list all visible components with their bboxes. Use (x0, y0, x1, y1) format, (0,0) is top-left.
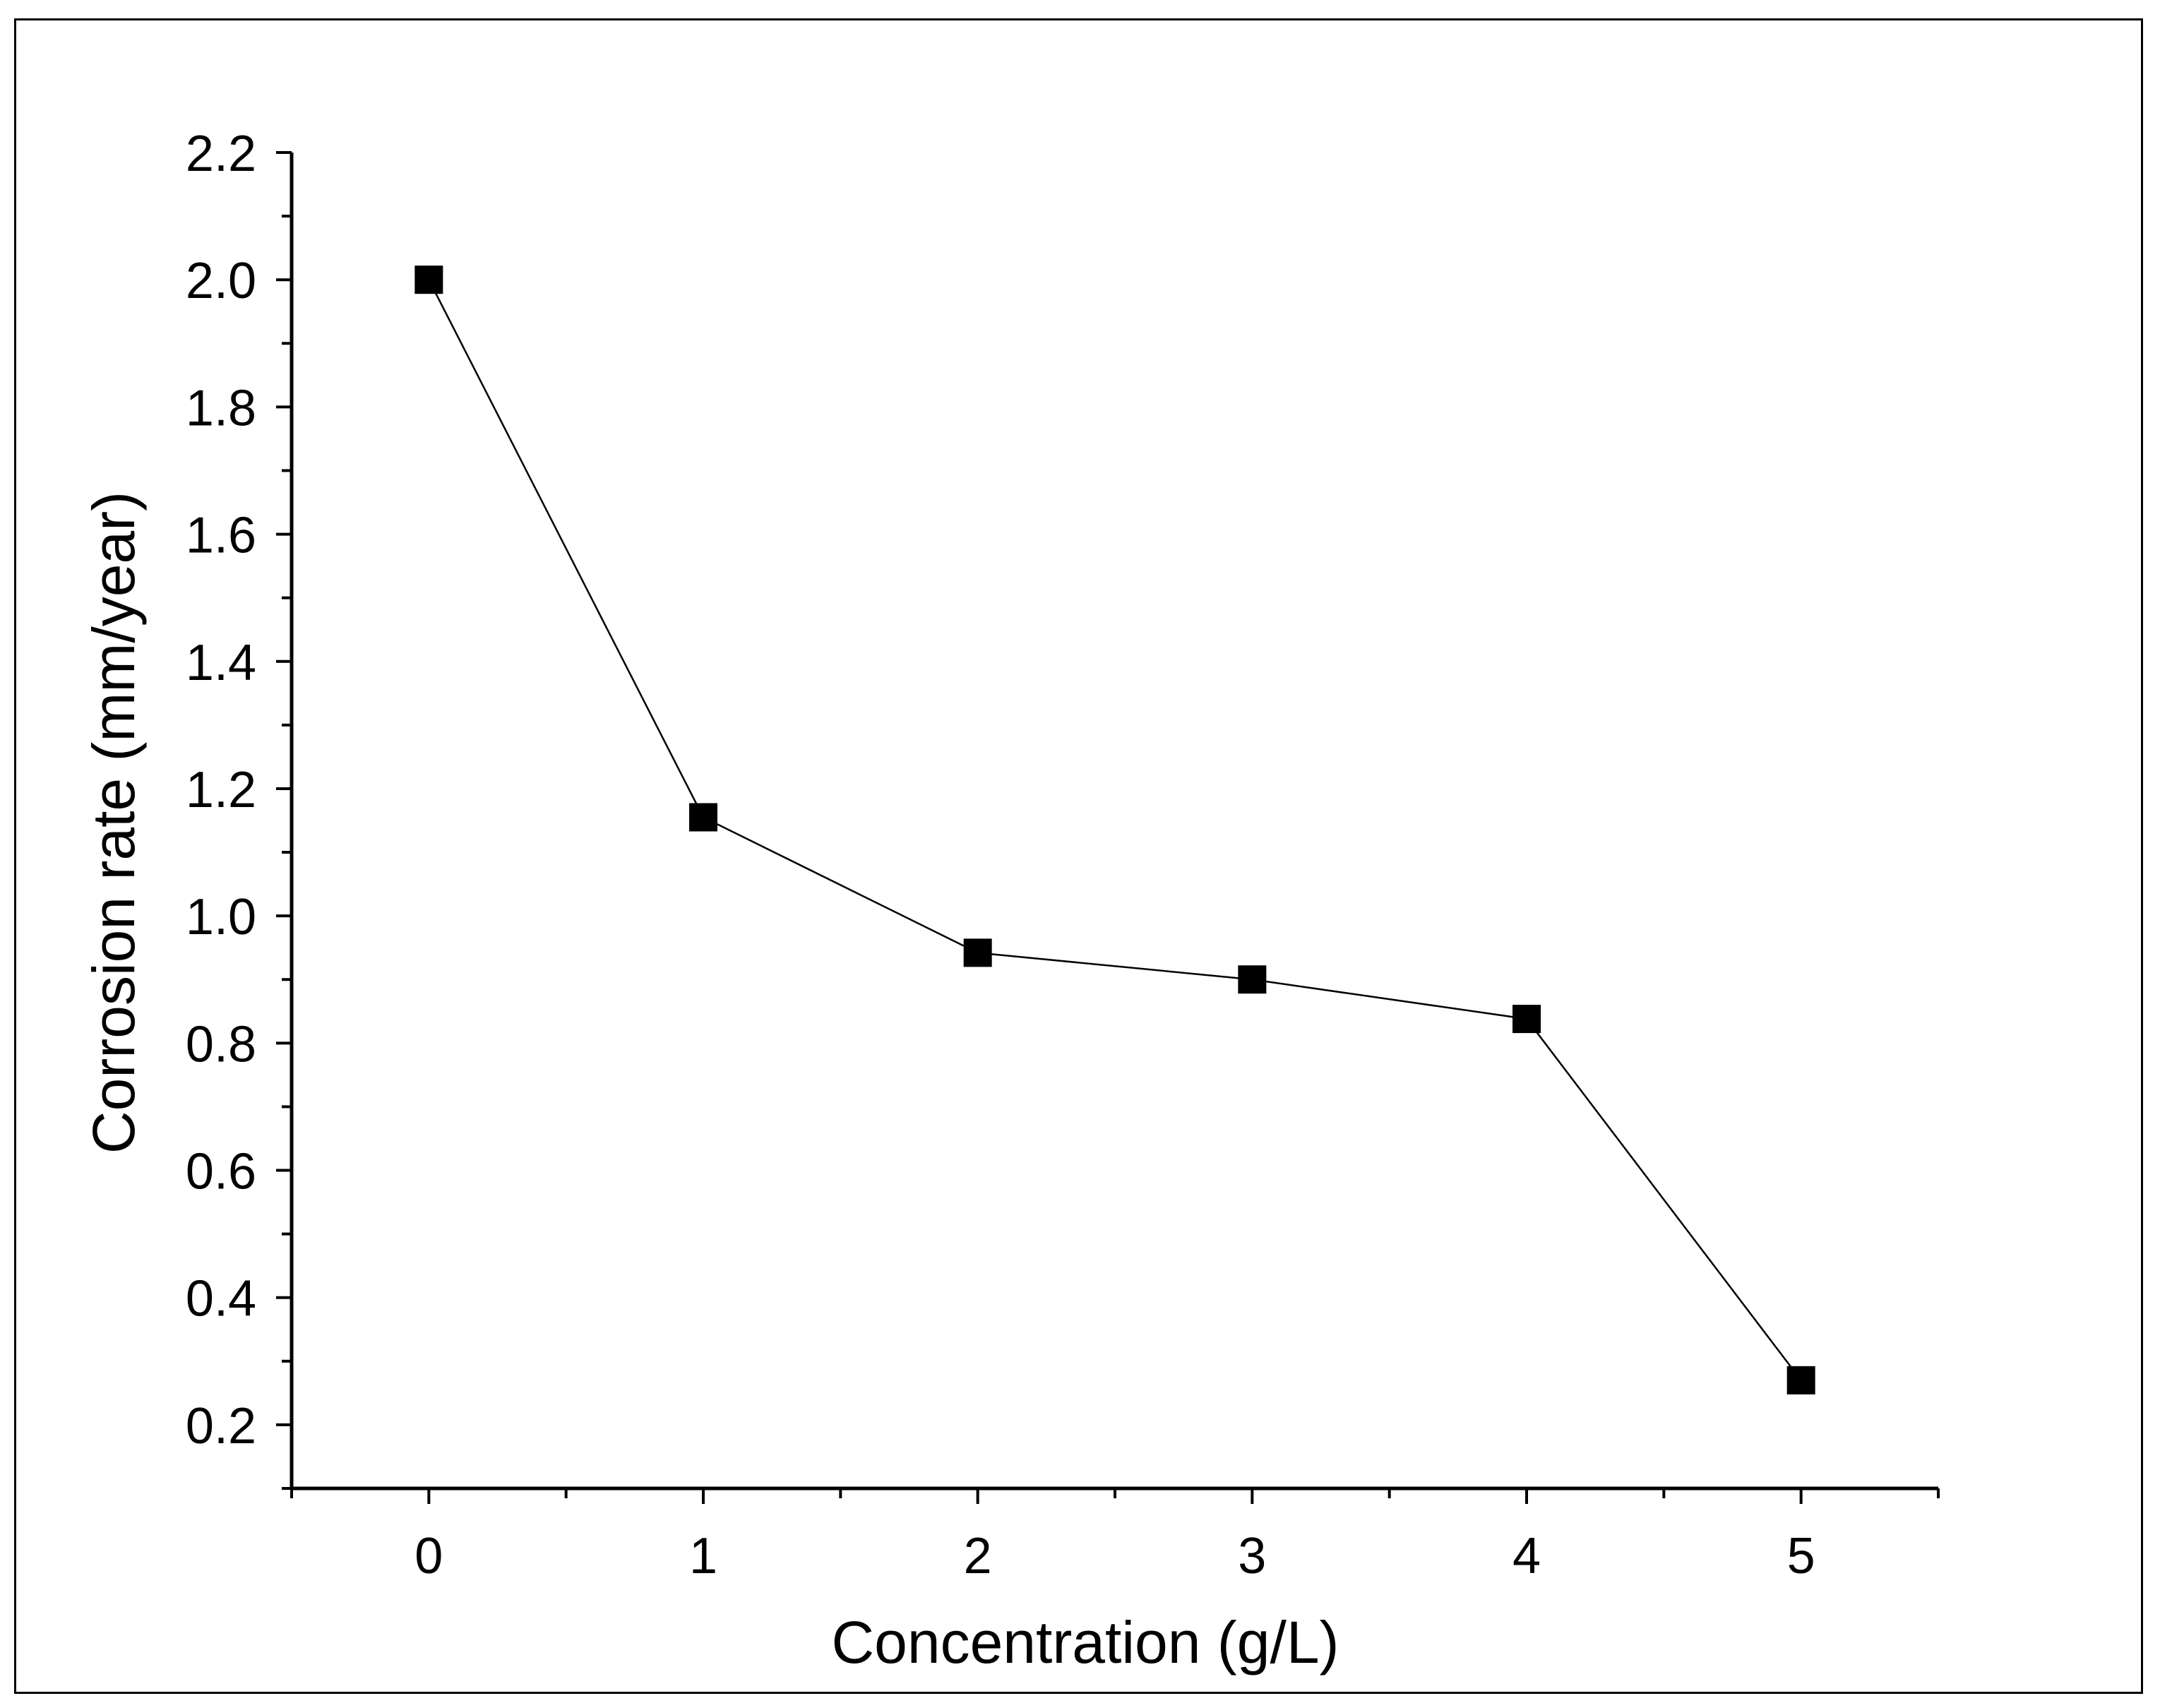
x-tick-label: 1 (689, 1528, 717, 1584)
y-tick-label: 2.2 (186, 126, 256, 182)
data-point (414, 265, 443, 294)
tick-marks (276, 151, 1940, 1504)
x-tick-label: 3 (1238, 1528, 1266, 1584)
y-axis-label: Corrosion rate (mm/year) (80, 491, 147, 1154)
chart-frame (14, 18, 2143, 1694)
series-line (428, 279, 1802, 1381)
data-series (414, 265, 1815, 1395)
tick-labels: 0 1 2 3 4 5 0.2 0.4 0.6 0.8 1.0 1.2 1.4 1.6 1.8 2.0 2.2 (186, 126, 1815, 1584)
x-axis-label: Concentration (g/L) (831, 1609, 1339, 1676)
data-point (1512, 1005, 1541, 1034)
y-tick-label: 0.8 (186, 1016, 256, 1073)
y-tick-label: 1.8 (186, 380, 256, 436)
axes (290, 153, 1938, 1491)
y-tick-label: 1.4 (186, 635, 256, 691)
data-point (1238, 965, 1267, 994)
x-tick-label: 4 (1512, 1528, 1541, 1584)
data-point (689, 803, 717, 832)
x-tick-label: 0 (414, 1528, 443, 1584)
y-tick-label: 0.2 (186, 1398, 256, 1455)
y-tick-label: 1.2 (186, 762, 256, 818)
y-tick-label: 0.6 (186, 1144, 256, 1200)
data-point (1786, 1366, 1815, 1395)
y-tick-label: 0.4 (186, 1271, 256, 1327)
x-tick-label: 2 (964, 1528, 992, 1584)
data-point (963, 938, 992, 967)
y-tick-label: 1.6 (186, 508, 256, 564)
y-tick-label: 2.0 (186, 253, 256, 309)
x-tick-label: 5 (1787, 1528, 1815, 1584)
y-tick-label: 1.0 (186, 889, 256, 945)
